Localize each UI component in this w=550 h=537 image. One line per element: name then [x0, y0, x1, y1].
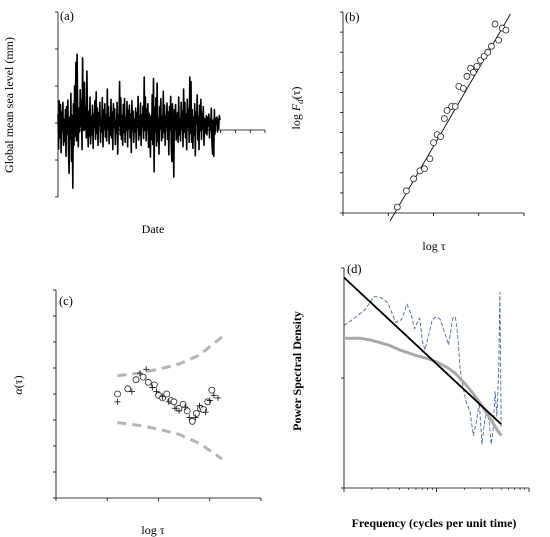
panel-c-circle-point	[139, 373, 147, 381]
panel-c-plus-point	[171, 405, 178, 412]
panel-c-plus-point	[128, 388, 135, 395]
panel-b-point	[410, 175, 417, 183]
panel-d-spectrum-dashed-line	[343, 291, 502, 445]
panel-c-plus-point	[186, 414, 193, 421]
panel-b-point	[463, 72, 471, 80]
panel-b-point	[484, 48, 492, 56]
panel-c-plus-point	[165, 398, 172, 405]
panel-a-xlabel: Date	[142, 222, 165, 236]
panel-d-label: (d)	[347, 262, 362, 276]
panel-c-upper-band	[117, 335, 224, 378]
panel-b-point	[502, 26, 510, 34]
panel-b-point	[488, 42, 495, 50]
panel-b-ylabel: log Fd(τ)	[289, 86, 305, 129]
panel-c-plus-point	[206, 397, 213, 404]
panel-c-circle-point	[163, 390, 171, 398]
panel-b-point	[421, 165, 428, 173]
panel-c-plus-point	[202, 409, 209, 416]
panel-c-label: (c)	[59, 294, 73, 308]
panel-c-xlabel: log τ	[141, 523, 164, 537]
panel-c-plus-point	[214, 394, 221, 401]
panel-b-point	[459, 84, 467, 92]
panel-c-circle-point	[193, 410, 200, 417]
panel-c-plus-point	[149, 384, 156, 391]
panel-b-point	[473, 62, 481, 70]
panel-a-sea-level-time-series: (a) Date Global mean sea level (mm)	[2, 9, 266, 236]
panel-d-power-law-line	[343, 276, 502, 425]
panel-b-axes	[340, 11, 525, 216]
panel-c-plus-point	[143, 366, 150, 373]
panel-b-label: (b)	[345, 10, 360, 24]
panel-a-label: (a)	[60, 9, 74, 23]
panel-c-points	[114, 335, 224, 461]
panel-d-ylabel: Power Spectral Density	[290, 311, 304, 431]
panel-c-circle-point	[114, 390, 121, 398]
panel-c-plus-point	[137, 370, 144, 377]
panel-b-point	[393, 203, 401, 211]
panel-c-circle-point	[183, 407, 191, 415]
panel-c-plus-point	[196, 402, 203, 409]
panel-c-plus-point	[159, 393, 166, 400]
panel-b-structure-function: (b) log τ log Fd(τ)	[289, 10, 525, 253]
panel-c-circle-point	[208, 386, 216, 394]
panel-b-xlabel: log τ	[422, 239, 445, 253]
panel-d-smooth-fit-curve	[344, 336, 503, 437]
panel-c-plus-point	[176, 407, 182, 414]
panel-c-alpha: (c) log τ α(τ)	[11, 289, 262, 537]
panel-d-axes	[341, 267, 530, 492]
panel-b-point	[491, 20, 499, 28]
panel-c-ylabel: α(τ)	[11, 375, 25, 394]
panel-c-circle-point	[144, 378, 152, 386]
panel-c-circle-point	[188, 417, 196, 425]
panel-d-power-spectrum: (d) Frequency (cycles per unit time) Pow…	[290, 262, 530, 530]
panel-c-circle-point	[132, 376, 140, 384]
panel-c-circle-point	[124, 385, 132, 393]
panel-b-point	[402, 187, 410, 195]
panel-a-series-line	[57, 53, 221, 189]
panel-b-point	[495, 36, 503, 44]
panel-b-point	[443, 107, 451, 114]
panel-d-series	[343, 276, 503, 445]
panel-a-series	[57, 53, 221, 189]
panel-b-points	[389, 13, 511, 222]
panel-b-point	[451, 103, 459, 110]
panel-a-ylabel: Global mean sea level (mm)	[2, 37, 16, 173]
panel-b-point	[437, 133, 445, 141]
panel-c-plus-point	[182, 404, 189, 410]
panel-b-point	[469, 68, 477, 76]
panel-c-plus-point	[114, 398, 121, 405]
panel-c-circle-point	[170, 398, 178, 406]
panel-d-xlabel: Frequency (cycles per unit time)	[352, 516, 517, 530]
panel-c-plus-point	[153, 388, 160, 395]
panel-c-plus-point	[210, 392, 217, 399]
panel-b-point	[440, 115, 448, 122]
panel-b-point	[426, 155, 434, 163]
panel-b-point	[430, 139, 437, 147]
panel-c-axes	[53, 289, 262, 501]
panel-c-lower-band	[117, 421, 223, 461]
panel-c-plus-point	[192, 414, 199, 421]
